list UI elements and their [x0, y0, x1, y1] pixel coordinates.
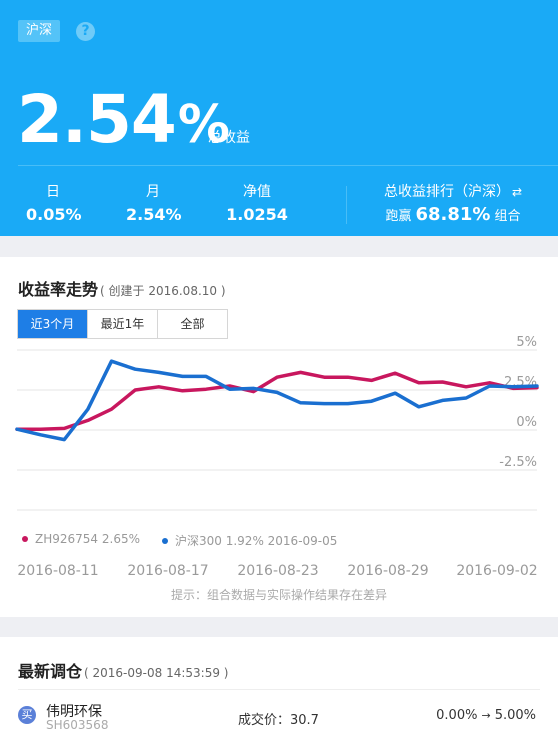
x-tick-label: 2016-08-11 [17, 563, 98, 579]
deal-price: 成交价：30.7 [238, 713, 319, 728]
rank-label: 总收益排行（沪深） [383, 184, 510, 200]
x-tick-label: 2016-08-17 [127, 563, 208, 579]
series-line-portfolio [15, 370, 539, 431]
x-tick-label: 2016-08-23 [237, 563, 318, 579]
legend-index-text: 沪深300 1.92% 2016-09-05 [175, 534, 338, 548]
rebalance-divider [18, 689, 540, 690]
rebalance-title: 最新调仓( 2016-09-08 14:53:59 ) [18, 658, 228, 682]
weight-to: 5.00% [494, 708, 536, 723]
data-disclaimer: 提示：组合数据与实际操作结果存在差异 [170, 588, 387, 602]
weight-change: 0.00% → 5.00% [436, 708, 536, 723]
stock-code: SH603568 [46, 718, 109, 732]
stock-name[interactable]: 伟明环保 [46, 704, 102, 720]
stat-month-value: 2.54% [126, 205, 182, 224]
y-tick-label: -2.5% [499, 455, 537, 470]
stat-nav: 净值 1.0254 [226, 183, 288, 229]
portfolio-header: 沪深 ? 2.54% 总收益 日 0.05% 月 2.54% 净值 1.0254… [0, 0, 558, 236]
period-tabs: 近3个月 最近1年 全部 [17, 309, 228, 339]
stat-nav-label: 净值 [243, 184, 271, 200]
legend-index-dot [162, 538, 168, 544]
rank-suffix: 组合 [494, 209, 521, 224]
chart-legend: ZH926754 2.65% 沪深300 1.92% 2016-09-05 [22, 532, 337, 549]
arrow-right-icon: → [481, 709, 491, 722]
stat-day-label: 日 [46, 184, 60, 200]
total-return-label: 总收益 [208, 130, 250, 146]
rebalance-title-text: 最新调仓 [18, 662, 83, 681]
rank-prefix: 跑赢 [385, 209, 412, 224]
stat-month: 月 2.54% [126, 183, 182, 229]
tab-1-year[interactable]: 最近1年 [88, 310, 158, 338]
swap-arrows-icon[interactable]: ⇄ [511, 185, 523, 199]
stat-nav-value: 1.0254 [226, 205, 288, 224]
return-trend-card: 5% 2.5% 0% -2.5% 2016-08-11 2016-08-17 2016-08… [0, 257, 558, 617]
buy-icon: 买 [18, 706, 36, 724]
stat-day-value: 0.05% [26, 205, 82, 224]
question-icon[interactable]: ? [76, 22, 95, 41]
total-return-value: 2.54 [17, 81, 177, 158]
created-date: ( 创建于 2016.08.10 ) [100, 284, 226, 298]
legend-portfolio[interactable]: ZH926754 2.65% [22, 532, 140, 549]
rank-value: 68.81% [415, 204, 491, 225]
x-tick-label: 2016-08-29 [347, 563, 428, 579]
total-return: 2.54% [17, 81, 230, 163]
latest-rebalance-card: 最新调仓( 2016-09-08 14:53:59 ) 买 伟明环保 SH603… [0, 637, 558, 747]
stat-month-label: 月 [146, 184, 160, 200]
tab-all[interactable]: 全部 [158, 310, 227, 338]
y-tick-label: 0% [516, 415, 537, 430]
chart-card-title: 收益率走势( 创建于 2016.08.10 ) [18, 276, 226, 300]
header-divider [18, 165, 558, 166]
legend-portfolio-text: ZH926754 2.65% [35, 532, 140, 546]
tab-3-months[interactable]: 近3个月 [18, 310, 88, 338]
return-chart: 5%2.5%0%-2.5%2016-08-11 2016-08-17 2016-08… [15, 335, 539, 579]
stat-day: 日 0.05% [26, 183, 82, 229]
rebalance-time: ( 2016-09-08 14:53:59 ) [84, 666, 229, 680]
rank-block[interactable]: 总收益排行（沪深） ⇄ 跑赢 68.81% 组合 [380, 183, 526, 231]
y-tick-label: 5% [516, 335, 537, 350]
legend-portfolio-dot [22, 536, 28, 542]
market-tag[interactable]: 沪深 [18, 20, 61, 42]
stats-divider [346, 186, 347, 224]
total-return-suffix: % [177, 95, 230, 155]
series-line-index [15, 359, 539, 442]
weight-from: 0.00% [436, 708, 478, 723]
x-tick-label: 2016-09-02 [456, 563, 537, 579]
chart-title-text: 收益率走势 [18, 280, 99, 299]
legend-index[interactable]: 沪深300 1.92% 2016-09-05 [162, 532, 337, 549]
